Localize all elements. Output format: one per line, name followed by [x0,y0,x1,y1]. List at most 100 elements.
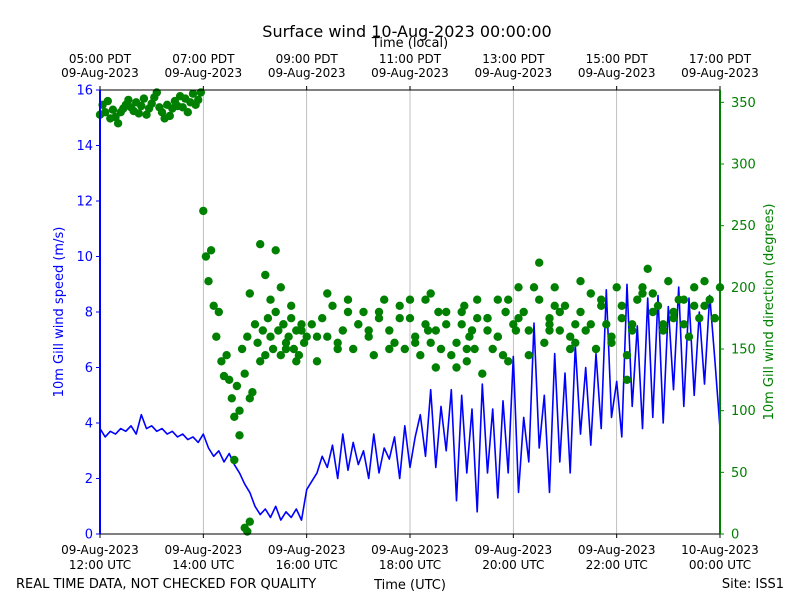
direction-point [209,301,218,310]
top-tick-date: 09-Aug-2023 [681,66,759,80]
direction-point [364,326,373,335]
direction-point [511,326,521,335]
direction-point [535,295,544,304]
direction-point [222,351,231,360]
direction-point [550,301,559,310]
direction-point [188,89,198,98]
bottom-tick-time: 20:00 UTC [482,558,544,572]
direction-point [705,295,714,304]
direction-point [597,295,606,304]
direction-point [245,517,254,526]
direction-point [648,307,657,317]
direction-point [638,283,647,292]
direction-point [343,307,353,317]
direction-point [695,314,704,323]
direction-point [248,388,257,397]
direction-point [349,344,358,354]
direction-point [400,344,409,354]
direction-point [431,326,440,335]
direction-point [659,320,668,329]
direction-point [292,357,301,366]
direction-point [206,246,216,255]
top-axis-label: Time (local) [371,36,448,51]
direction-point [514,314,523,323]
x-axis-label: Time (UTC) [373,578,446,593]
direction-point [302,332,311,341]
direction-point [183,108,192,117]
direction-point [263,314,273,323]
left-tick-label: 0 [85,528,93,543]
direction-point [338,326,347,335]
direction-point [462,357,471,366]
direction-point [581,326,590,335]
direction-point [684,332,694,341]
direction-point [333,338,342,347]
direction-point [493,332,502,341]
direction-point [643,264,652,273]
top-tick-time: 17:00 PDT [689,52,752,66]
direction-point [529,283,539,292]
direction-point [431,363,440,372]
direction-point [612,283,621,292]
left-tick-label: 10 [76,250,93,265]
direction-point [607,338,616,347]
direction-point [261,351,270,360]
chart-title: Surface wind 10-Aug-2023 00:00:00 [262,22,551,41]
direction-point [194,95,203,105]
direction-point [354,320,363,329]
direction-point [700,277,709,286]
direction-point [470,344,479,354]
direction-point [232,381,242,391]
left-tick-label: 14 [76,139,93,154]
left-tick-label: 6 [85,361,93,376]
direction-point [274,326,283,335]
direction-point [452,363,461,372]
direction-point [385,326,394,335]
direction-point [217,357,226,366]
direction-point [235,431,244,440]
direction-point [545,326,554,335]
direction-point [493,295,502,304]
top-tick-time: 11:00 PDT [379,52,442,66]
footer-site-label: Site: ISS1 [722,577,784,592]
direction-point [571,338,580,347]
direction-point [602,320,611,329]
direction-point [460,301,469,310]
direction-point [103,96,113,106]
direction-point [633,295,642,304]
direction-point [256,357,265,366]
direction-point [473,314,482,323]
direction-point [287,314,296,323]
direction-point [679,295,688,304]
direction-point [266,332,275,341]
top-tick-time: 15:00 PDT [586,52,649,66]
direction-point [279,320,288,329]
direction-point [139,94,149,103]
direction-point [395,314,404,323]
direction-point [473,295,482,304]
direction-point [276,283,285,292]
direction-point [271,307,280,317]
direction-point [452,338,461,347]
direction-point [411,332,420,341]
direction-point [204,277,213,286]
direction-point [271,246,280,255]
direction-point [535,258,544,267]
direction-point [498,351,508,360]
bottom-tick-date: 09-Aug-2023 [475,543,553,557]
direction-point [124,95,133,105]
direction-point [524,326,533,335]
direction-point [622,351,632,360]
direction-point [423,326,433,335]
direction-point [214,307,223,317]
direction-point [617,314,626,323]
direction-point [664,277,673,286]
direction-point [710,314,719,323]
direction-point [519,307,528,317]
direction-point [457,320,466,329]
direction-point [504,357,513,366]
direction-point [312,332,322,341]
direction-point [240,369,249,378]
bottom-tick-time: 18:00 UTC [379,558,441,572]
direction-point [669,307,678,317]
